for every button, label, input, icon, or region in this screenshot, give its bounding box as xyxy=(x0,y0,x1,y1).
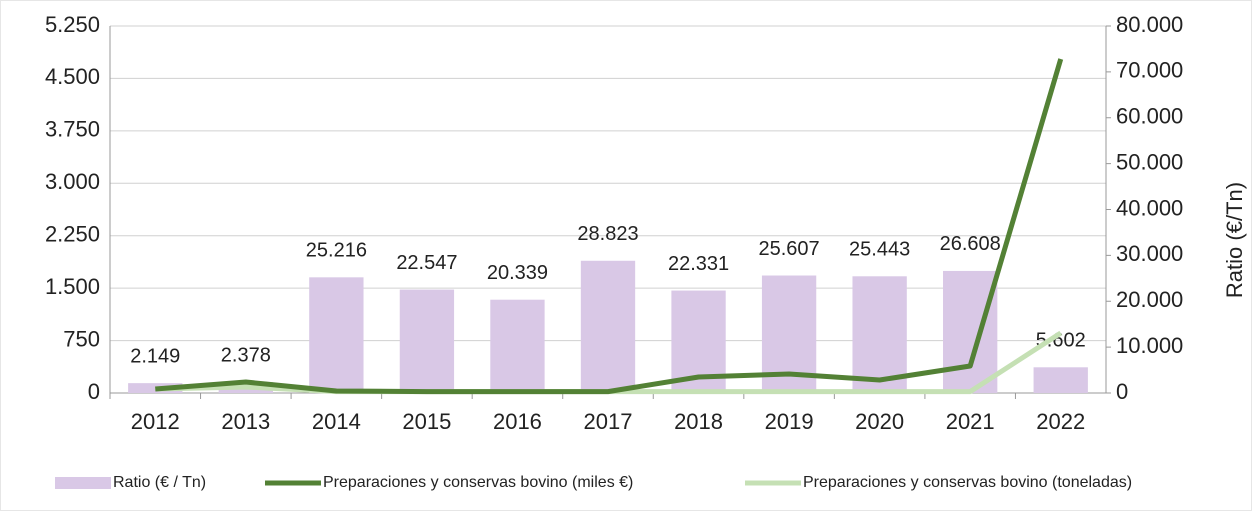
x-tick-label: 2014 xyxy=(312,409,361,434)
y-tick-label: 0 xyxy=(88,379,100,404)
y2-tick-label: 70.000 xyxy=(1116,58,1183,83)
bar xyxy=(1033,367,1088,393)
line-series xyxy=(155,58,1064,395)
y2-axis-title: Ratio (€/Tn) xyxy=(1222,182,1247,298)
data-label: 26.608 xyxy=(940,233,1001,255)
x-tick-label: 2013 xyxy=(221,409,270,434)
y2-tick-label: 30.000 xyxy=(1116,241,1183,266)
data-label: 2.378 xyxy=(221,344,271,366)
bar xyxy=(399,289,455,393)
y-tick-label: 3.000 xyxy=(45,169,100,194)
y-tick-label: 2.250 xyxy=(45,222,100,247)
data-label: 5.602 xyxy=(1036,330,1086,352)
y2-tick-label: 50.000 xyxy=(1116,149,1183,174)
bar xyxy=(490,299,545,393)
x-tick-label: 2020 xyxy=(855,409,904,434)
y2-tick-label: 20.000 xyxy=(1116,287,1183,312)
y2-tick-label: 10.000 xyxy=(1116,333,1183,358)
legend-swatch xyxy=(55,477,111,489)
data-label: 25.216 xyxy=(306,240,367,262)
bar xyxy=(580,260,636,393)
bar xyxy=(943,270,998,393)
data-label: 25.607 xyxy=(759,238,820,260)
data-label: 28.823 xyxy=(577,223,638,245)
x-tick-label: 2017 xyxy=(584,409,633,434)
y-tick-label: 5.250 xyxy=(45,12,100,37)
x-tick-label: 2018 xyxy=(674,409,723,434)
y-tick-label: 4.500 xyxy=(45,64,100,89)
data-label: 25.443 xyxy=(849,239,910,261)
bar xyxy=(852,276,907,393)
data-label: 20.339 xyxy=(487,262,548,284)
data-label: 2.149 xyxy=(130,345,180,367)
bar xyxy=(309,277,364,393)
y2-tick-label: 0 xyxy=(1116,379,1128,404)
x-tick-label: 2016 xyxy=(493,409,542,434)
y-tick-label: 1.500 xyxy=(45,274,100,299)
x-tick-label: 2019 xyxy=(765,409,814,434)
x-tick-label: 2021 xyxy=(946,409,995,434)
x-tick-label: 2012 xyxy=(131,409,180,434)
y2-tick-label: 80.000 xyxy=(1116,12,1183,37)
y2-tick-label: 40.000 xyxy=(1116,195,1183,220)
data-label: 22.331 xyxy=(668,253,729,275)
y2-tick-label: 60.000 xyxy=(1116,104,1183,129)
data-label: 22.547 xyxy=(396,252,457,274)
y-tick-label: 750 xyxy=(63,326,100,351)
legend-label: Preparaciones y conservas bovino (miles … xyxy=(323,474,633,491)
x-tick-label: 2015 xyxy=(402,409,451,434)
x-tick-label: 2022 xyxy=(1036,409,1085,434)
y-tick-label: 3.750 xyxy=(45,117,100,142)
legend-label: Preparaciones y conservas bovino (tonela… xyxy=(803,474,1132,491)
legend-label: Ratio (€ / Tn) xyxy=(113,474,206,491)
